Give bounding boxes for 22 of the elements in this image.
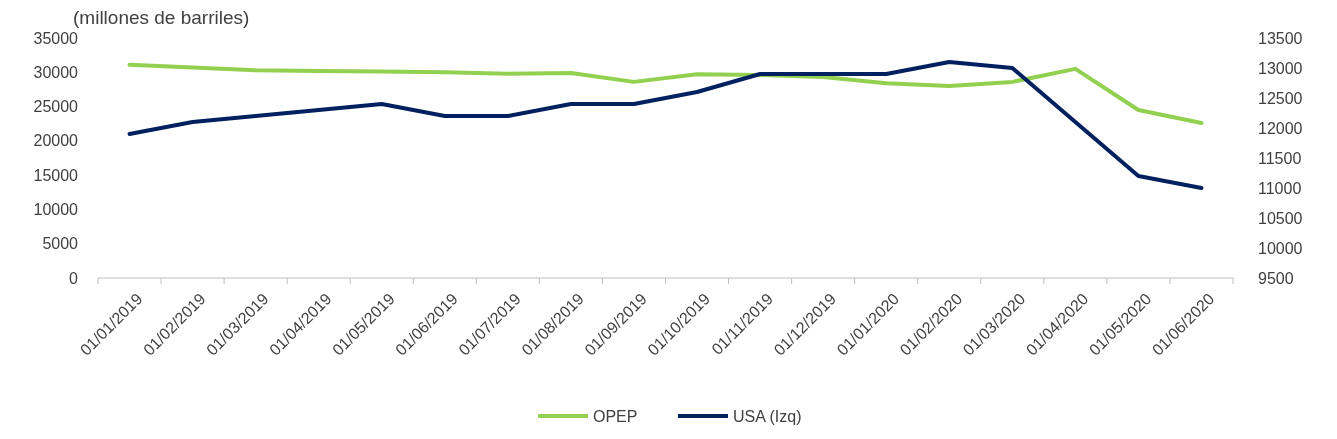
y-tick-label: 0	[69, 269, 79, 287]
y2-tick-label: 10500	[1258, 209, 1303, 227]
y-tick-label: 10000	[33, 201, 79, 219]
y2-tick-label: 9500	[1258, 269, 1294, 287]
legend-label: USA (Izq)	[733, 407, 802, 425]
y2-tick-label: 11500	[1258, 149, 1302, 167]
y-tick-label: 25000	[33, 98, 79, 116]
line-series	[127, 62, 1204, 126]
y-tick-label: 35000	[33, 29, 79, 47]
y2-tick-label: 12000	[1258, 119, 1303, 137]
line-series	[127, 60, 1204, 190]
y2-tick-label: 13500	[1258, 29, 1303, 47]
y2-tick-label: 11000	[1258, 179, 1302, 197]
y-tick-label: 5000	[42, 235, 79, 253]
y2-tick-label: 13000	[1258, 59, 1303, 77]
legend-label: OPEP	[593, 407, 638, 425]
y-tick-label: 20000	[33, 132, 79, 150]
chart-title: (millones de barriles)	[73, 7, 250, 28]
y2-tick-label: 10000	[1258, 239, 1303, 257]
y-tick-label: 30000	[33, 63, 79, 81]
y-tick-label: 15000	[33, 166, 79, 184]
y2-tick-label: 12500	[1258, 89, 1303, 107]
